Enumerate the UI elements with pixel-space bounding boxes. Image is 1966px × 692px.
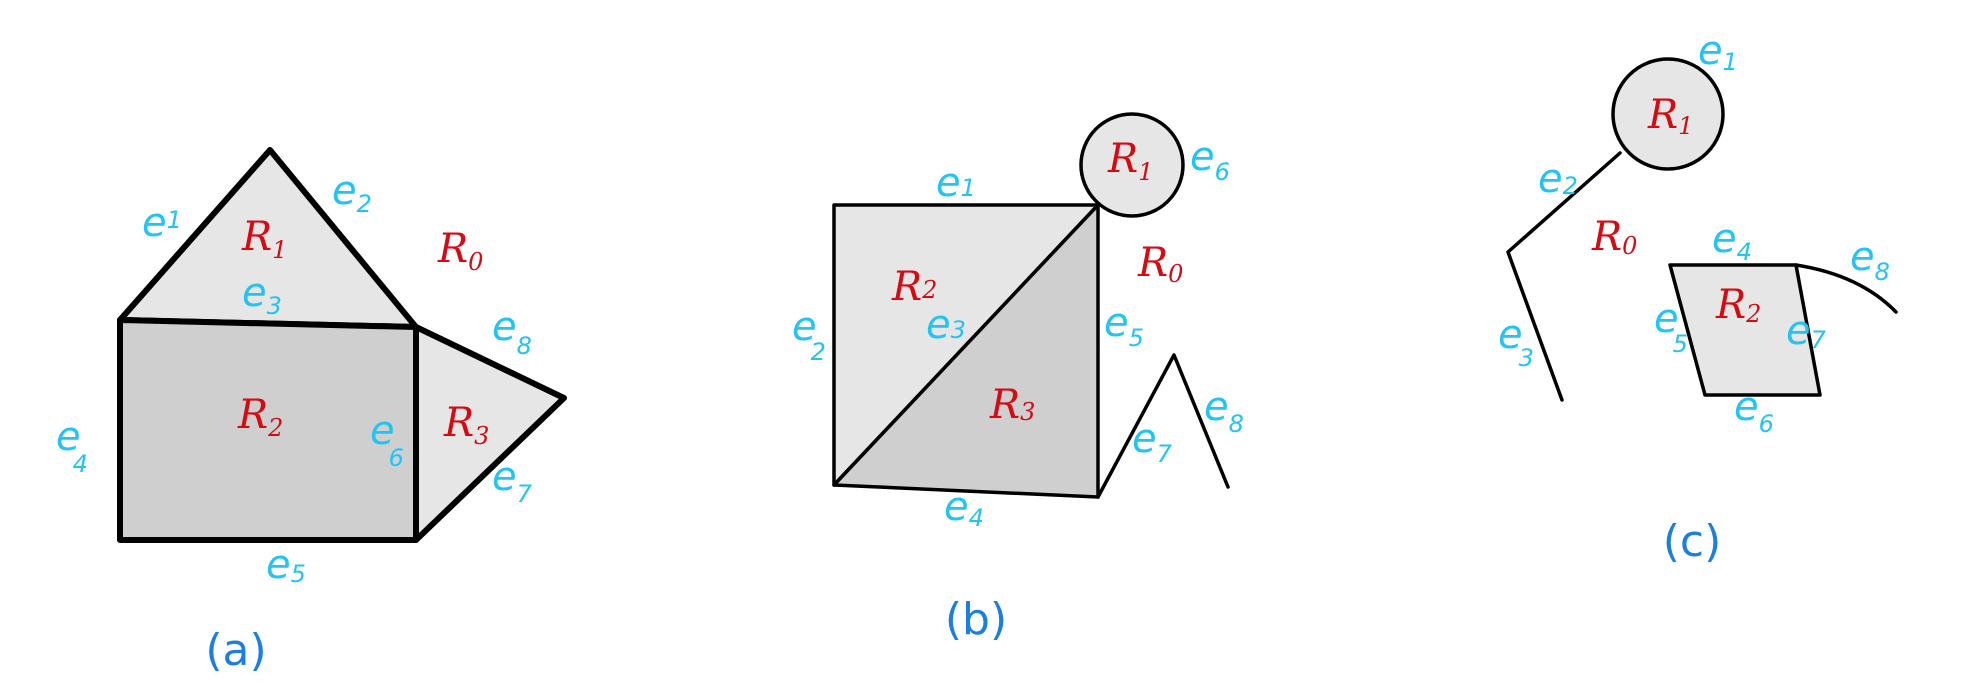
panel-a-edge-e7: e7 bbox=[492, 454, 533, 508]
panel-c-edge-e7: e7 bbox=[1786, 308, 1827, 354]
panel-b-edge-path-e7-e8 bbox=[1096, 353, 1230, 499]
panel-a-region-r3: R3 bbox=[443, 400, 489, 450]
panel-b-edge-e3: e3 bbox=[926, 302, 966, 348]
panel-b-edge-e8: e8 bbox=[1204, 384, 1244, 438]
panel-a-edge-e2: e2 bbox=[332, 168, 372, 218]
panel-b-region-r2: R2 bbox=[891, 264, 937, 310]
panel-c-edge-path-e2-e3 bbox=[1506, 151, 1622, 402]
panel-b-edge-e7: e7 bbox=[1132, 416, 1173, 468]
panel-b-edge-e6: e6 bbox=[1190, 134, 1230, 186]
panel-b-region-r1: R1 bbox=[1107, 136, 1153, 186]
panel-c-edge-e3: e3 bbox=[1498, 312, 1534, 372]
panel-c-edge-e2: e2 bbox=[1538, 156, 1578, 202]
panel-b-edge-e5: e5 bbox=[1104, 300, 1144, 352]
panel-c-region-r2: R2 bbox=[1715, 282, 1761, 328]
panel-b-edge-e4: e4 bbox=[944, 484, 984, 532]
panel-a-edge-e1: e1 bbox=[142, 200, 182, 246]
panel-c-edge-e1: e1 bbox=[1698, 28, 1738, 76]
panel-a-caption: (a) bbox=[205, 625, 266, 676]
panel-c-face-r1 bbox=[1611, 57, 1725, 171]
panel-c-region-r1: R1 bbox=[1647, 92, 1693, 140]
panel-c-edge-e4: e4 bbox=[1712, 216, 1752, 266]
panel-c-caption: (c) bbox=[1663, 516, 1722, 567]
panel-b-face-r1 bbox=[1079, 112, 1185, 218]
panel-c-face-r2 bbox=[1668, 263, 1822, 397]
panel-a-region-r1: R1 bbox=[241, 214, 287, 264]
panel-a-region-r2: R2 bbox=[237, 392, 283, 442]
panel-c-edge-e8: e8 bbox=[1850, 234, 1890, 286]
panel-b-caption: (b) bbox=[945, 594, 1007, 645]
panel-b-face-r3 bbox=[832, 203, 1100, 499]
panel-c-edge-e8-curve bbox=[1794, 263, 1898, 314]
panel-a-face-r3 bbox=[413, 324, 567, 543]
panel-b-region-r0: R0 bbox=[1137, 240, 1183, 288]
panel-a-region-r0: R0 bbox=[437, 226, 483, 276]
panel-a-edge-e8: e8 bbox=[492, 304, 532, 360]
panel-a-edge-e3: e3 bbox=[242, 270, 282, 320]
panel-c-edge-e6: e6 bbox=[1734, 384, 1774, 438]
panel-a-edge-e5: e5 bbox=[266, 542, 306, 588]
panel-b-edge-e1: e1 bbox=[936, 160, 976, 206]
panel-b-region-r3: R3 bbox=[989, 382, 1035, 428]
panel-c-region-r0: R0 bbox=[1591, 214, 1637, 260]
